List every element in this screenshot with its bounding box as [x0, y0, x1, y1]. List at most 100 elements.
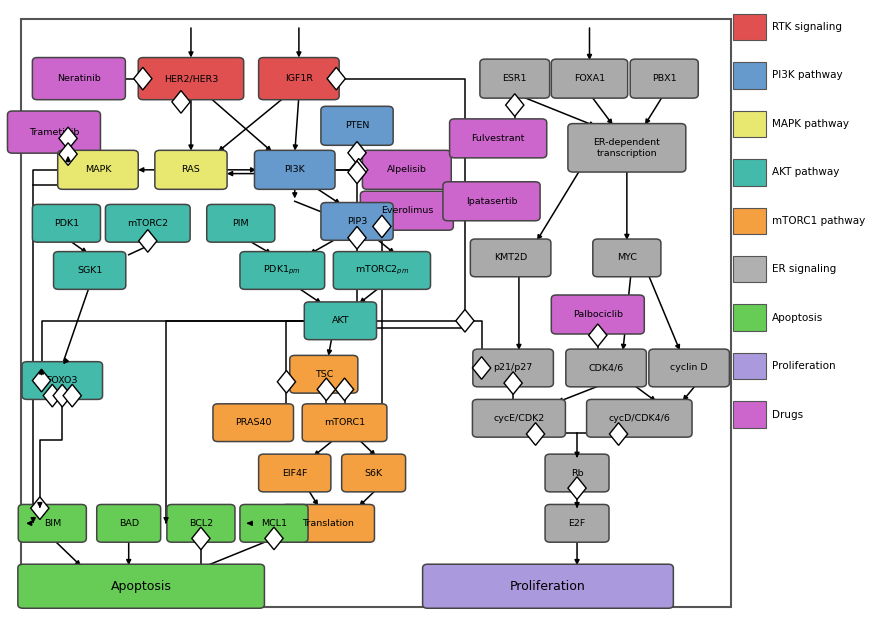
FancyBboxPatch shape — [733, 208, 766, 234]
Text: MCL1: MCL1 — [261, 519, 287, 528]
Text: PI3K pathway: PI3K pathway — [772, 70, 843, 81]
FancyBboxPatch shape — [630, 59, 698, 98]
Polygon shape — [134, 67, 152, 90]
FancyBboxPatch shape — [551, 295, 644, 334]
FancyBboxPatch shape — [290, 355, 358, 393]
Polygon shape — [32, 369, 51, 392]
FancyBboxPatch shape — [733, 62, 766, 89]
FancyBboxPatch shape — [304, 302, 377, 340]
Text: mTORC2: mTORC2 — [127, 219, 168, 228]
Polygon shape — [327, 67, 345, 90]
FancyBboxPatch shape — [587, 399, 692, 437]
Polygon shape — [192, 527, 210, 550]
Text: BAD: BAD — [118, 519, 138, 528]
Text: Rb: Rb — [571, 469, 583, 477]
Text: S6K: S6K — [364, 469, 383, 477]
Polygon shape — [43, 384, 61, 407]
Polygon shape — [505, 94, 524, 116]
Polygon shape — [350, 159, 368, 181]
FancyBboxPatch shape — [96, 504, 160, 542]
Polygon shape — [31, 497, 49, 520]
FancyBboxPatch shape — [363, 150, 451, 189]
FancyBboxPatch shape — [32, 204, 101, 242]
Polygon shape — [317, 378, 336, 401]
FancyBboxPatch shape — [167, 504, 235, 542]
FancyBboxPatch shape — [360, 191, 453, 230]
FancyBboxPatch shape — [281, 504, 374, 542]
FancyBboxPatch shape — [207, 204, 275, 242]
Text: Apoptosis: Apoptosis — [772, 313, 823, 323]
Polygon shape — [610, 423, 628, 445]
FancyBboxPatch shape — [138, 57, 244, 99]
FancyBboxPatch shape — [733, 353, 766, 379]
Polygon shape — [348, 142, 366, 164]
FancyBboxPatch shape — [733, 111, 766, 137]
Polygon shape — [172, 91, 190, 113]
FancyBboxPatch shape — [258, 454, 331, 492]
Text: cyclin D: cyclin D — [670, 364, 708, 372]
FancyBboxPatch shape — [342, 454, 406, 492]
Text: p21/p27: p21/p27 — [493, 364, 533, 372]
FancyBboxPatch shape — [733, 304, 766, 331]
FancyBboxPatch shape — [649, 349, 730, 387]
Text: FOXO3: FOXO3 — [46, 376, 78, 385]
FancyBboxPatch shape — [733, 256, 766, 282]
Text: AKT pathway: AKT pathway — [772, 167, 839, 177]
Polygon shape — [336, 378, 354, 401]
Text: E2F: E2F — [569, 519, 586, 528]
Text: Palbociclib: Palbociclib — [573, 310, 623, 319]
FancyBboxPatch shape — [472, 399, 565, 437]
FancyBboxPatch shape — [551, 59, 628, 98]
FancyBboxPatch shape — [155, 150, 227, 189]
Text: PDK1$_{pm}$: PDK1$_{pm}$ — [264, 264, 301, 277]
Text: IGF1R: IGF1R — [285, 74, 313, 83]
FancyBboxPatch shape — [255, 150, 335, 189]
Text: Neratinib: Neratinib — [57, 74, 101, 83]
FancyBboxPatch shape — [733, 401, 766, 428]
Text: PTEN: PTEN — [345, 121, 369, 130]
Text: SGK1: SGK1 — [77, 266, 102, 275]
Polygon shape — [348, 226, 366, 249]
Text: CDK4/6: CDK4/6 — [589, 364, 624, 372]
FancyBboxPatch shape — [18, 564, 265, 608]
Text: FOXA1: FOXA1 — [574, 74, 605, 83]
Text: cycD/CDK4/6: cycD/CDK4/6 — [608, 414, 670, 423]
FancyBboxPatch shape — [470, 239, 551, 277]
FancyBboxPatch shape — [53, 252, 126, 289]
FancyBboxPatch shape — [334, 252, 430, 289]
Text: ER-dependent
transcription: ER-dependent transcription — [593, 138, 661, 157]
FancyBboxPatch shape — [449, 119, 547, 158]
Text: Ipatasertib: Ipatasertib — [466, 197, 517, 206]
Text: Apoptosis: Apoptosis — [110, 580, 172, 593]
Text: PIP3: PIP3 — [347, 217, 367, 226]
FancyBboxPatch shape — [480, 59, 549, 98]
Text: Alpelisib: Alpelisib — [387, 165, 427, 174]
Text: HER2/HER3: HER2/HER3 — [164, 74, 218, 83]
Text: EIF4F: EIF4F — [282, 469, 307, 477]
Text: BIM: BIM — [44, 519, 61, 528]
Text: ER signaling: ER signaling — [772, 264, 837, 274]
FancyBboxPatch shape — [22, 362, 102, 399]
Text: RAS: RAS — [181, 165, 201, 174]
Text: BCL2: BCL2 — [189, 519, 213, 528]
Text: mTORC1 pathway: mTORC1 pathway — [772, 216, 865, 226]
Polygon shape — [504, 372, 522, 394]
Text: mTORC1: mTORC1 — [324, 418, 365, 427]
FancyBboxPatch shape — [105, 204, 190, 242]
FancyBboxPatch shape — [302, 404, 387, 442]
Text: PRAS40: PRAS40 — [235, 418, 272, 427]
Text: MAPK pathway: MAPK pathway — [772, 119, 849, 129]
FancyBboxPatch shape — [443, 182, 540, 221]
FancyBboxPatch shape — [545, 504, 609, 542]
FancyBboxPatch shape — [213, 404, 293, 442]
FancyBboxPatch shape — [733, 14, 766, 40]
FancyBboxPatch shape — [258, 57, 339, 99]
FancyBboxPatch shape — [32, 57, 125, 99]
FancyBboxPatch shape — [593, 239, 661, 277]
Text: TSC: TSC — [314, 370, 333, 379]
FancyBboxPatch shape — [240, 252, 325, 289]
FancyBboxPatch shape — [545, 454, 609, 492]
FancyBboxPatch shape — [321, 203, 393, 240]
FancyBboxPatch shape — [733, 159, 766, 186]
Polygon shape — [138, 230, 157, 252]
